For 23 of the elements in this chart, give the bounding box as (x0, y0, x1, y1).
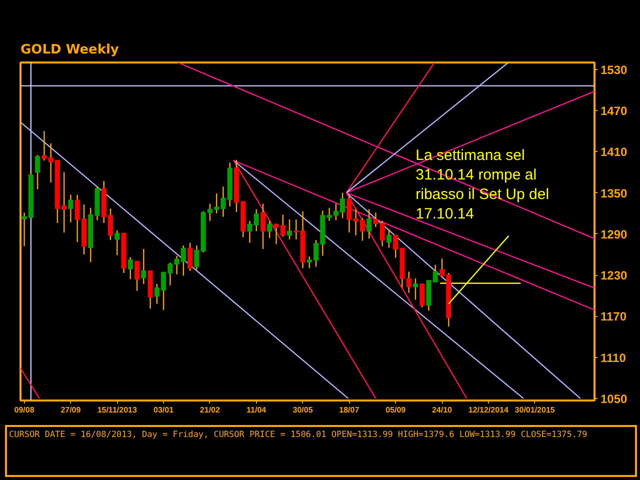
x-tick-label: 30/05 (292, 406, 314, 414)
y-tick-label: 1230 (600, 268, 628, 283)
y-tick-label: 1350 (600, 186, 628, 200)
x-tick-label: 18/07 (339, 406, 360, 414)
y-tick-label: 1290 (600, 227, 628, 242)
x-tick-label: 09/08 (14, 406, 35, 414)
x-tick-label: 12/12/2014 (468, 406, 509, 414)
y-tick-label: 1530 (600, 62, 628, 77)
x-tick-label: 15/11/2013 (97, 406, 138, 414)
x-tick-label: 30/01/2015 (514, 406, 556, 414)
text: CURSOR DATE = 16/08/2013, Day = Friday, CURSOR PRICE = 1506.01 OPEN=1313.99 HIGH=1379.6 LOW=1313.99 CLOSE=1375.79 (9, 429, 588, 442)
y-tick-label: 1410 (600, 145, 628, 160)
x-tick-label: 27/09 (60, 406, 82, 414)
x-tick-label: 03/01 (154, 406, 174, 414)
y-tick-label: 1050 (600, 392, 628, 406)
x-tick-label: 11/04 (246, 406, 267, 414)
chart-title: GOLD Weekly (20, 42, 120, 58)
x-tick-label: 24/10 (432, 406, 453, 414)
y-tick-label: 1110 (600, 350, 626, 365)
y-tick-label: 1470 (600, 104, 628, 118)
y-tick-label: 1170 (600, 310, 627, 324)
x-tick-label: 21/02 (200, 406, 220, 414)
x-tick-label: 05/09 (386, 406, 406, 414)
